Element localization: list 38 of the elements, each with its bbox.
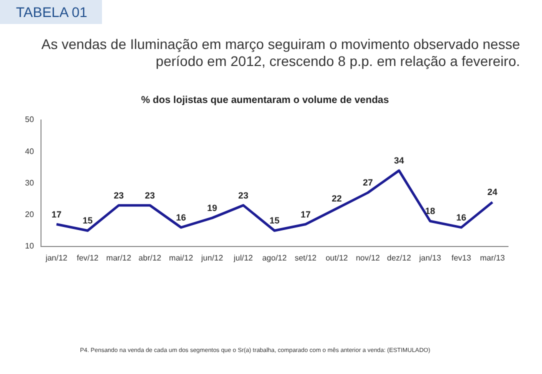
data-label: 23 — [238, 190, 248, 200]
x-tick-label: out/12 — [326, 253, 348, 262]
data-label: 17 — [300, 209, 311, 220]
x-tick-label: mai/12 — [169, 253, 194, 262]
data-label: 18 — [425, 206, 436, 216]
y-tick-label: 20 — [24, 210, 34, 220]
data-label: 19 — [207, 202, 218, 213]
text: TABELA 01 — [0, 0, 102, 24]
y-tick-label: 30 — [24, 178, 34, 188]
x-tick-label: fev/12 — [76, 253, 100, 262]
data-label: 17 — [51, 209, 62, 220]
x-tick-label: set/12 — [294, 253, 318, 262]
chart-title: % dos lojistas que aumentaram o volume de vendas — [141, 94, 390, 106]
x-tick-label: ago/12 — [262, 253, 288, 262]
x-tick-label: mar/13 — [480, 253, 506, 262]
chart-subtitle: As vendas de Iluminação em março seguiram o movimento observado nesse período em 2012, crescendo 8 p.p. em relação a fevereiro. — [40, 36, 520, 70]
data-label: 16 — [176, 212, 186, 222]
y-tick-label: 40 — [24, 146, 34, 156]
x-tick-label: jan/12 — [44, 253, 68, 262]
data-label: 15 — [269, 216, 280, 226]
x-tick-label: dez/12 — [386, 253, 412, 262]
x-tick-label: fev13 — [452, 253, 472, 262]
data-label: 23 — [114, 190, 124, 200]
data-label: 15 — [82, 216, 93, 226]
data-label: 22 — [332, 193, 342, 204]
x-tick-label: abr/12 — [138, 253, 162, 262]
data-label: 24 — [487, 187, 498, 198]
x-tick-label: jul/12 — [232, 253, 254, 262]
data-label: 16 — [456, 212, 466, 222]
y-tick-label: 50 — [24, 115, 34, 124]
x-tick-label: mar/12 — [106, 253, 132, 262]
x-tick-label: jun/12 — [200, 253, 224, 262]
x-tick-label: jan/13 — [418, 253, 442, 262]
y-tick-label: 10 — [24, 242, 34, 251]
data-label: 27 — [362, 178, 373, 188]
data-label: 23 — [144, 190, 155, 200]
x-tick-label: nov/12 — [356, 253, 380, 262]
data-label: 34 — [394, 156, 404, 166]
